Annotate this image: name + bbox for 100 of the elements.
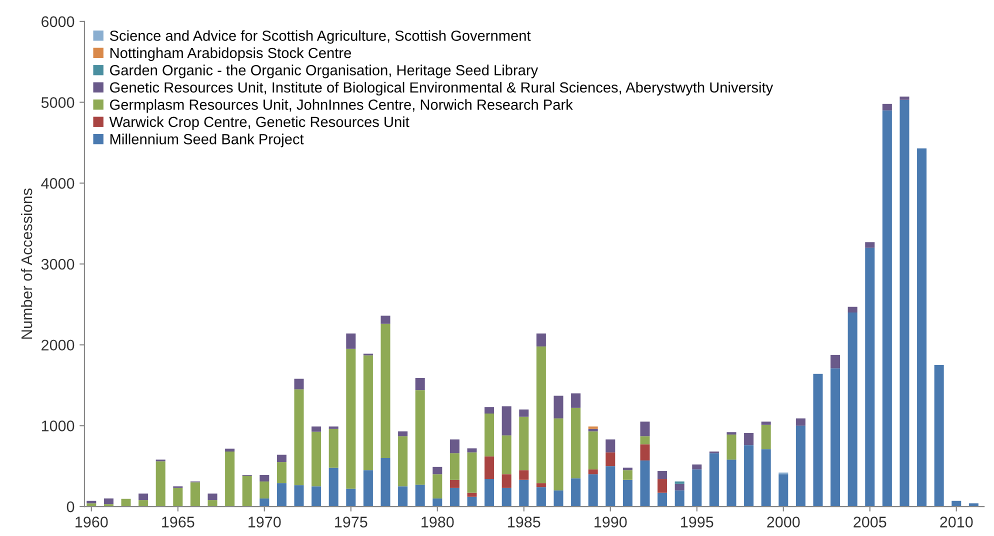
x-tick-label: 1970 — [248, 516, 281, 528]
x-tick-label: 1995 — [681, 516, 714, 528]
bar — [692, 464, 702, 470]
bar — [588, 469, 598, 474]
bar — [726, 460, 736, 507]
x-tick-label: 1990 — [594, 516, 627, 528]
bar — [813, 374, 823, 507]
bar — [536, 346, 546, 484]
bar — [225, 452, 235, 507]
bar — [622, 468, 632, 470]
bar — [761, 422, 771, 425]
bar — [900, 100, 910, 507]
bar — [709, 453, 719, 507]
bar — [380, 316, 390, 324]
bar — [276, 454, 286, 462]
bar — [934, 365, 944, 507]
bar — [917, 148, 927, 507]
bar — [415, 378, 425, 390]
y-tick-label: 6000 — [42, 16, 74, 28]
bar — [484, 414, 494, 456]
y-tick-label: 2000 — [42, 340, 74, 351]
bar — [900, 96, 910, 100]
bar — [571, 408, 581, 478]
bar — [312, 486, 322, 507]
bar — [554, 418, 564, 490]
bar — [519, 416, 529, 470]
bar — [640, 422, 650, 436]
bar — [467, 452, 477, 493]
bar — [848, 306, 858, 312]
x-tick-label: 2010 — [940, 516, 973, 528]
bar — [380, 458, 390, 507]
x-tick-label: 1985 — [508, 516, 540, 528]
bar — [156, 461, 166, 507]
bar — [761, 424, 771, 450]
bar — [415, 484, 425, 507]
bar — [398, 436, 408, 486]
bar — [484, 407, 494, 414]
bar — [363, 355, 373, 470]
bar — [208, 500, 218, 507]
bar — [658, 479, 668, 493]
bar — [328, 468, 338, 507]
bar — [467, 492, 477, 497]
bar — [674, 484, 684, 490]
bar — [519, 410, 529, 417]
y-tick-label: 3000 — [41, 258, 74, 270]
bar — [658, 492, 668, 507]
bar — [536, 487, 546, 507]
bar — [882, 104, 892, 110]
bar — [536, 483, 546, 488]
bar — [260, 498, 270, 507]
x-tick-label: 1975 — [335, 516, 368, 528]
y-tick-label: 1000 — [42, 420, 74, 432]
bar — [744, 432, 754, 446]
bar — [606, 466, 616, 507]
bar — [415, 390, 425, 485]
bar — [502, 435, 512, 474]
bar — [502, 406, 512, 436]
bar — [830, 368, 840, 507]
bar — [484, 479, 494, 507]
y-tick-label: 0 — [66, 501, 74, 512]
bar — [346, 334, 356, 349]
bar — [848, 312, 858, 507]
bar — [554, 396, 564, 418]
bar — [554, 490, 564, 507]
bar — [467, 448, 477, 452]
bar — [658, 470, 668, 480]
bar — [571, 478, 581, 507]
bar — [294, 389, 304, 486]
bar — [260, 481, 270, 498]
y-axis-title: Number of Accessions — [20, 188, 32, 339]
bar — [674, 490, 684, 507]
bar — [328, 426, 338, 429]
x-tick-label: 1980 — [422, 516, 454, 528]
bar — [346, 348, 356, 489]
legend-label: Nottingham Arabidopsis Stock Centre — [110, 47, 352, 62]
x-tick-label: 1965 — [162, 516, 194, 528]
bar — [380, 324, 390, 458]
bar — [588, 426, 598, 429]
x-tick-label: 1960 — [76, 516, 108, 528]
bar — [519, 470, 529, 480]
bar — [450, 488, 460, 507]
bar — [260, 474, 270, 482]
bar — [363, 470, 373, 507]
bar — [450, 453, 460, 480]
bar — [882, 110, 892, 507]
bar — [622, 480, 632, 507]
bar — [138, 500, 148, 507]
bar — [796, 418, 806, 426]
bar — [830, 354, 840, 368]
bar — [121, 498, 131, 507]
bar — [294, 485, 304, 507]
bar — [674, 481, 684, 484]
x-tick-label: 2005 — [854, 516, 886, 528]
legend-label: Millennium Seed Bank Project — [110, 134, 304, 148]
bar — [225, 448, 235, 452]
bar — [104, 498, 114, 504]
bar — [536, 334, 546, 346]
bar — [398, 486, 408, 507]
bar — [450, 480, 460, 488]
bar — [640, 460, 650, 507]
